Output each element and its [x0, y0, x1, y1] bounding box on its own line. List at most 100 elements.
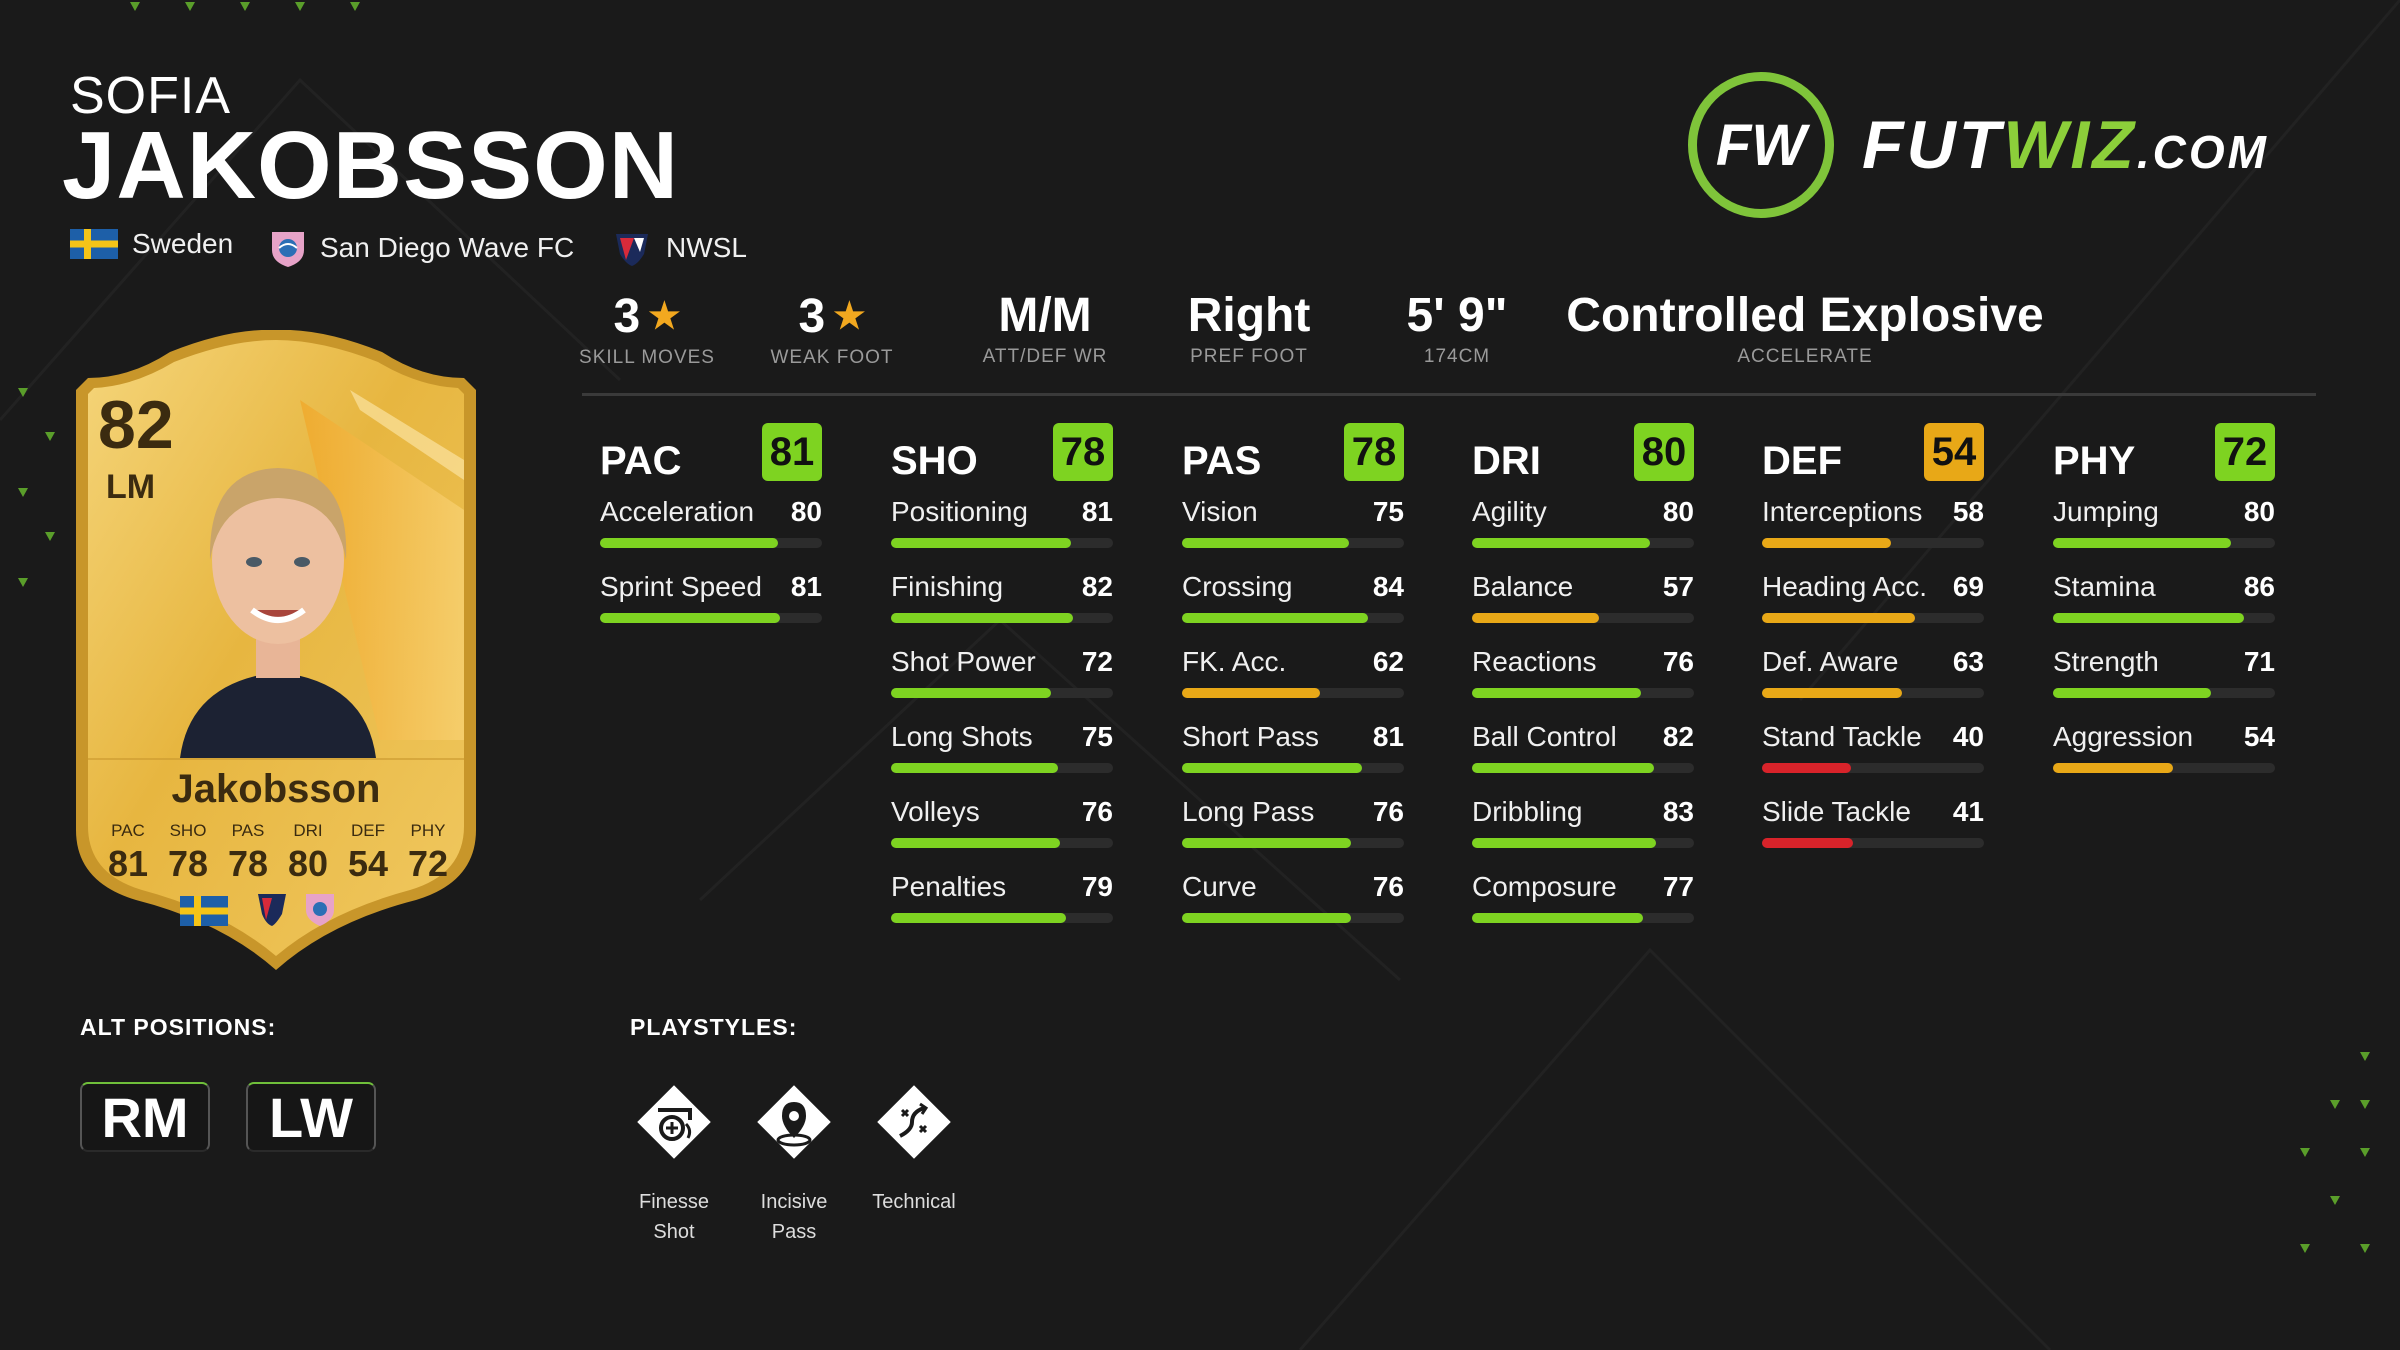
- stat-column-pas: PAS 78 Vision 75 Crossing 84 FK. Acc. 62 Short P…: [1182, 420, 1404, 946]
- stat-value: 77: [1662, 871, 1694, 902]
- stat-label: Long Pass: [1182, 796, 1315, 827]
- card-position: LM: [106, 468, 155, 506]
- technical-icon: [877, 1085, 951, 1159]
- futwiz-wordmark: FUTWIZ.COM: [1862, 107, 2269, 183]
- stat-label: Def. Aware: [1762, 646, 1899, 677]
- stat-category-name: DRI: [1472, 438, 1541, 483]
- stat-bar-fill: [1472, 838, 1657, 848]
- stat-row: Reactions 76: [1472, 646, 1694, 721]
- stat-category-badge: 78: [1344, 423, 1404, 481]
- stat-bar-track: [1182, 913, 1404, 923]
- stat-value: 80: [2243, 496, 2275, 527]
- stat-category-name: PAC: [600, 438, 682, 483]
- stat-bar-track: [891, 913, 1113, 923]
- stat-category-name: DEF: [1762, 438, 1842, 483]
- stat-bar-fill: [1472, 688, 1641, 698]
- card-stat-value: 78: [168, 843, 208, 884]
- card-stat-label: PHY: [411, 821, 446, 840]
- stat-label: Interceptions: [1762, 496, 1923, 527]
- stat-bar-track: [891, 613, 1113, 623]
- stat-label: Shot Power: [891, 646, 1036, 677]
- stat-bar-fill: [1762, 763, 1851, 773]
- stat-column-pac: PAC 81 Acceleration 80 Sprint Speed 81: [600, 420, 822, 646]
- stat-row: Ball Control 82: [1472, 721, 1694, 796]
- stat-bar-track: [2053, 538, 2275, 548]
- alt-positions-title: ALT POSITIONS:: [80, 1014, 277, 1040]
- stat-category-name: PHY: [2053, 438, 2136, 483]
- stat-label: Long Shots: [891, 721, 1033, 752]
- stat-value: 82: [1662, 721, 1694, 752]
- stat-value: 41: [1952, 796, 1984, 827]
- stat-label: Dribbling: [1472, 796, 1583, 827]
- stat-label: Balance: [1472, 571, 1574, 602]
- futwiz-mark-icon: FW: [1688, 72, 1834, 218]
- stat-row: Vision 75: [1182, 496, 1404, 571]
- stat-category-badge: 54: [1924, 423, 1984, 481]
- stat-bar-fill: [1762, 613, 1916, 623]
- stat-bar-fill: [1472, 613, 1599, 623]
- stat-bar-track: [1762, 688, 1984, 698]
- stat-value: 57: [1662, 571, 1694, 602]
- stat-bar-track: [1472, 613, 1694, 623]
- star-icon: ★: [648, 295, 681, 336]
- stat-column-def: DEF 54 Interceptions 58 Heading Acc. 69 Def. A…: [1762, 420, 1984, 871]
- nwsl-crest-icon: [616, 234, 648, 266]
- san-diego-wave-crest-icon: [272, 232, 304, 267]
- stat-value: 81: [790, 571, 822, 602]
- stat-bar-fill: [1762, 538, 1891, 548]
- stat-row: Stand Tackle 40: [1762, 721, 1984, 796]
- stat-label: Volleys: [891, 796, 980, 827]
- card-stat-value: 81: [108, 843, 148, 884]
- stat-row: Short Pass 81: [1182, 721, 1404, 796]
- stat-label: Slide Tackle: [1762, 796, 1911, 827]
- stat-label: Acceleration: [600, 496, 755, 527]
- stat-column-sho: SHO 78 Positioning 81 Finishing 82 Shot Power 7…: [891, 420, 1113, 946]
- stat-row: Finishing 82: [891, 571, 1113, 646]
- stat-row: Shot Power 72: [891, 646, 1113, 721]
- card-stat-value: 78: [228, 843, 268, 884]
- playstyles-title: PLAYSTYLES:: [630, 1014, 798, 1040]
- stat-value: 80: [1662, 496, 1694, 527]
- stat-row: Balance 57: [1472, 571, 1694, 646]
- stat-label: FK. Acc.: [1182, 646, 1287, 677]
- stat-row: Curve 76: [1182, 871, 1404, 946]
- stat-value: 81: [1081, 496, 1113, 527]
- stat-bar-track: [1182, 613, 1404, 623]
- stat-bar-track: [1472, 538, 1694, 548]
- stat-category-badge: 80: [1634, 423, 1694, 481]
- stat-category-badge: 78: [1053, 423, 1113, 481]
- stat-bar-track: [1182, 538, 1404, 548]
- nation-info: Sweden: [70, 228, 233, 260]
- stat-value: 79: [1081, 871, 1113, 902]
- stat-bar-track: [1762, 838, 1984, 848]
- card-stat-label: DRI: [293, 821, 322, 840]
- stat-bar-track: [1472, 763, 1694, 773]
- stat-value: 76: [1662, 646, 1694, 677]
- stat-bar-fill: [891, 688, 1051, 698]
- stat-value: 80: [790, 496, 822, 527]
- stat-row: Aggression 54: [2053, 721, 2275, 796]
- stat-bar-track: [2053, 763, 2275, 773]
- stat-row: Composure 77: [1472, 871, 1694, 946]
- stat-row: Sprint Speed 81: [600, 571, 822, 646]
- league-info: NWSL: [612, 228, 747, 268]
- stat-header: DRI 80: [1472, 420, 1694, 484]
- stat-label: Strength: [2053, 646, 2159, 677]
- stat-row: Crossing 84: [1182, 571, 1404, 646]
- stat-value: 81: [1372, 721, 1404, 752]
- stat-label: Jumping: [2053, 496, 2159, 527]
- stat-header: PAS 78: [1182, 420, 1404, 484]
- stat-row: Strength 71: [2053, 646, 2275, 721]
- stat-bar-fill: [600, 538, 778, 548]
- stat-bar-track: [1472, 688, 1694, 698]
- stat-label: Heading Acc.: [1762, 571, 1927, 602]
- stat-column-phy: PHY 72 Jumping 80 Stamina 86 Strength 71 Aggress…: [2053, 420, 2275, 796]
- card-stat-label: DEF: [351, 821, 385, 840]
- stat-row: Dribbling 83: [1472, 796, 1694, 871]
- stat-bar-track: [1762, 613, 1984, 623]
- stat-bar-track: [2053, 613, 2275, 623]
- card-rating: 82: [98, 387, 174, 463]
- stat-bar-fill: [600, 613, 780, 623]
- stat-header: PHY 72: [2053, 420, 2275, 484]
- stat-bar-fill: [891, 763, 1058, 773]
